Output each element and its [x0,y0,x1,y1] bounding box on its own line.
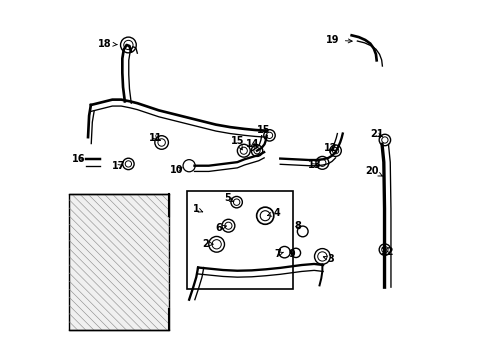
Text: 20: 20 [365,166,382,176]
Text: 14: 14 [245,139,259,149]
Text: 1: 1 [192,204,202,214]
Text: 15: 15 [257,125,270,135]
Text: 10: 10 [169,165,183,175]
Text: 9: 9 [288,249,294,259]
Text: 5: 5 [224,193,233,203]
Text: 7: 7 [273,249,283,259]
Text: 2: 2 [202,239,213,249]
Text: 22: 22 [379,247,393,257]
Text: 4: 4 [267,208,280,218]
Text: 12: 12 [324,143,337,153]
Text: 21: 21 [370,129,384,139]
Text: 6: 6 [215,223,226,233]
Text: 15: 15 [230,136,244,150]
Text: 8: 8 [294,221,301,231]
Text: 13: 13 [307,160,321,170]
Text: 11: 11 [148,133,162,143]
Bar [69,194,169,330]
Text: 3: 3 [323,254,334,264]
Text: 18: 18 [98,39,117,49]
Text: 16: 16 [72,154,85,163]
Text: 19: 19 [325,35,351,45]
Text: 17: 17 [112,161,125,171]
Bar [187,191,292,289]
